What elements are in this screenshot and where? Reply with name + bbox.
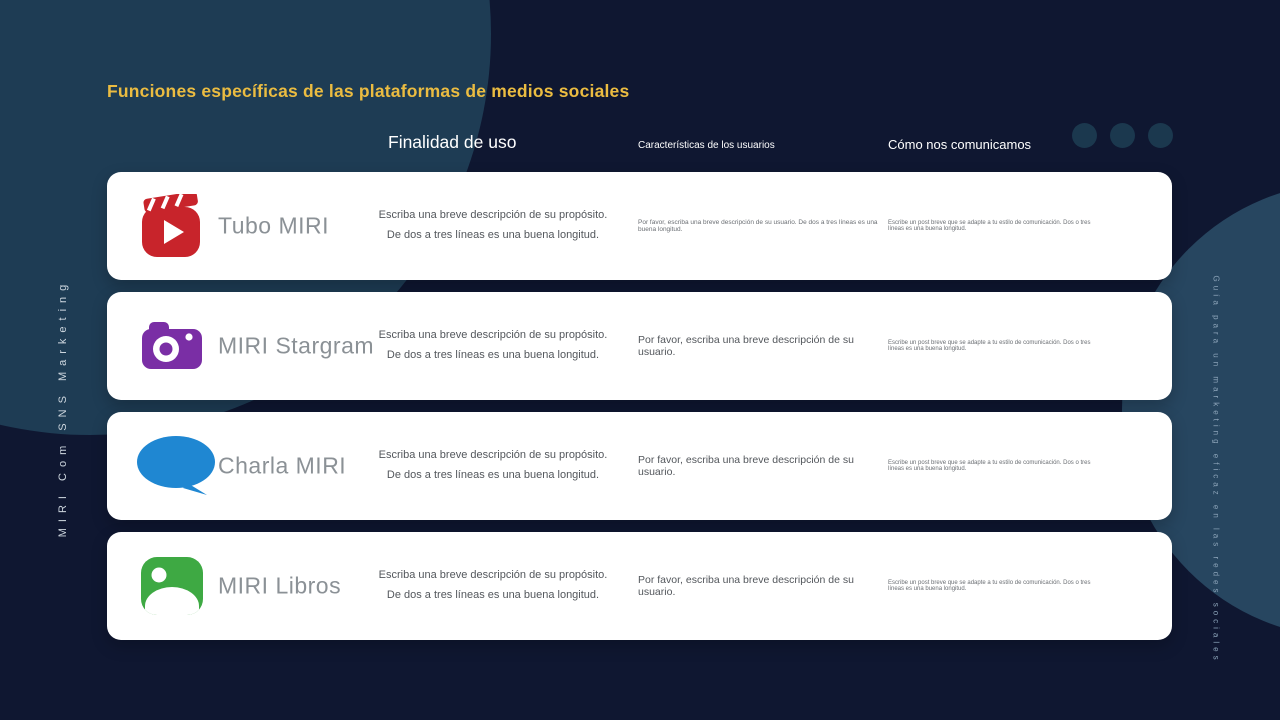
communication-cell: Escribe un post breve que se adapte a tu… bbox=[888, 460, 1091, 472]
right-vertical-label: Guía para un marketing eficaz en las red… bbox=[1211, 275, 1221, 664]
purpose-cell: Escriba una breve descripción de su prop… bbox=[378, 326, 608, 366]
column-header-communication: Cómo nos comunicamos bbox=[888, 137, 1032, 152]
page-title: Funciones específicas de las plataformas… bbox=[107, 81, 630, 101]
camera-icon bbox=[139, 314, 205, 378]
purpose-line-2: De dos a tres líneas es una buena longit… bbox=[386, 469, 600, 481]
dot-icon bbox=[1148, 123, 1173, 148]
decorative-dots bbox=[1072, 123, 1173, 148]
column-header-users: Características de los usuarios bbox=[638, 140, 775, 151]
dot-icon bbox=[1072, 123, 1097, 148]
platform-table: Tubo MIRI Escriba una breve descripción … bbox=[107, 172, 1172, 640]
purpose-line-2: De dos a tres líneas es una buena longit… bbox=[386, 229, 600, 241]
purpose-line-1: Escriba una breve descripción de su prop… bbox=[378, 449, 608, 462]
table-row-miri-libros: MIRI Libros Escriba una breve descripció… bbox=[107, 532, 1172, 640]
platform-name: MIRI Stargram bbox=[218, 332, 375, 359]
left-vertical-label: MIRI Com SNS Marketing bbox=[57, 278, 69, 538]
video-clip-icon bbox=[139, 191, 205, 258]
purpose-line-2: De dos a tres líneas es una buena longit… bbox=[386, 349, 600, 361]
column-header-purpose: Finalidad de uso bbox=[388, 132, 517, 152]
communication-cell: Escribe un post breve que se adapte a tu… bbox=[888, 580, 1091, 592]
platform-name: Charla MIRI bbox=[218, 452, 347, 479]
communication-cell: Escribe un post breve que se adapte a tu… bbox=[888, 220, 1091, 232]
purpose-line-1: Escriba una breve descripción de su prop… bbox=[378, 209, 608, 222]
dot-icon bbox=[1110, 123, 1135, 148]
purpose-cell: Escriba una breve descripción de su prop… bbox=[378, 206, 608, 246]
communication-cell: Escribe un post breve que se adapte a tu… bbox=[888, 340, 1091, 352]
platform-name: MIRI Libros bbox=[218, 572, 342, 599]
table-row-miri-stargram: MIRI Stargram Escriba una breve descripc… bbox=[107, 292, 1172, 400]
purpose-line-1: Escriba una breve descripción de su prop… bbox=[378, 329, 608, 342]
platform-name: Tubo MIRI bbox=[218, 212, 330, 239]
table-row-tubo-miri: Tubo MIRI Escriba una breve descripción … bbox=[107, 172, 1172, 280]
book-sunrise-icon bbox=[139, 554, 205, 618]
purpose-line-1: Escriba una breve descripción de su prop… bbox=[378, 569, 608, 582]
users-cell: Por favor, escriba una breve descripción… bbox=[638, 574, 854, 598]
users-cell: Por favor, escriba una breve descripción… bbox=[638, 219, 878, 233]
purpose-line-2: De dos a tres líneas es una buena longit… bbox=[386, 589, 600, 601]
purpose-cell: Escriba una breve descripción de su prop… bbox=[378, 446, 608, 486]
table-row-charla-miri: Charla MIRI Escriba una breve descripció… bbox=[107, 412, 1172, 520]
chat-bubble-icon bbox=[135, 434, 223, 498]
users-cell: Por favor, escriba una breve descripción… bbox=[638, 334, 854, 358]
users-cell: Por favor, escriba una breve descripción… bbox=[638, 454, 854, 478]
purpose-cell: Escriba una breve descripción de su prop… bbox=[378, 566, 608, 606]
